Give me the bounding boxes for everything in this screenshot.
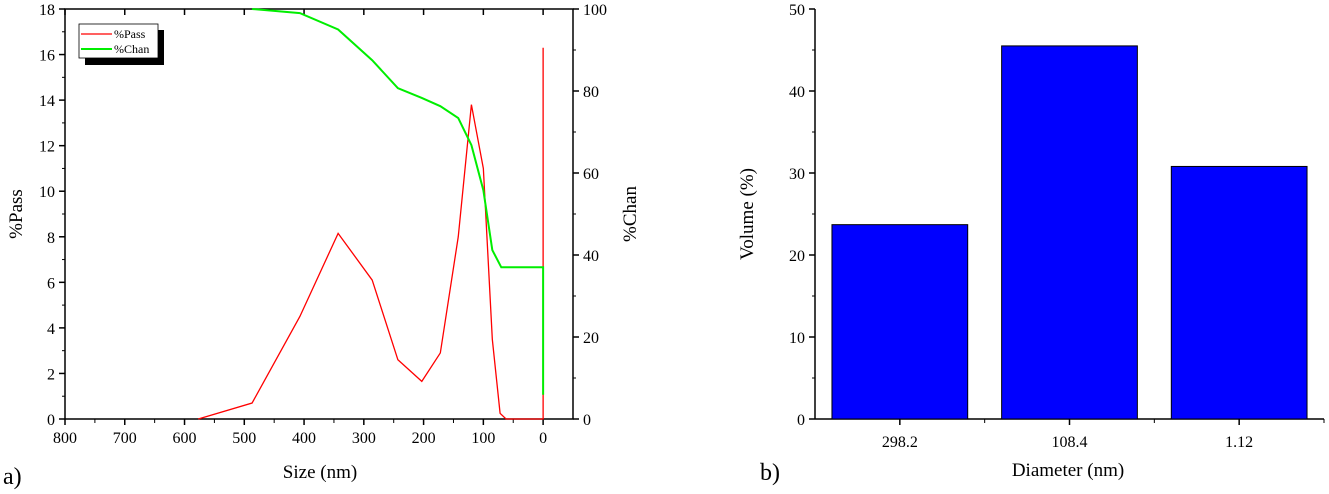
chart-b-volume-bars: 0 10 20 30 40 50 298.2 108.4 1.12 Diameter (nm) Vo… [737,2,1325,486]
panel-label: b) [760,460,780,486]
y-tick-label: 16 [39,48,55,65]
legend-label: %Chan [114,42,149,56]
x-tick-label: 298.2 [882,434,918,451]
y2-tick-label: 100 [583,2,607,19]
x-tick-label: 0 [539,430,547,447]
y-axis-label: %Pass [6,189,27,239]
legend-box [78,23,159,59]
plot-frame [64,8,574,420]
bar-1.12 [1170,165,1308,420]
y2-tick-label: 60 [583,166,599,183]
y-tick-label: 10 [39,184,55,201]
x-tick-label: 200 [412,430,436,447]
y-tick-label: 2 [47,366,55,383]
y-tick-label: 50 [789,2,805,19]
bar-298.2 [831,224,969,420]
x-tick-label: 100 [471,430,495,447]
series-line-pass [198,47,544,420]
y-tick-label: 14 [39,93,55,110]
y-tick-label: 18 [39,2,55,19]
series-line-chan [251,8,545,395]
y-axis-label: Volume (%) [737,168,758,260]
y2-tick-label: 0 [583,412,591,429]
y2-tick-label: 20 [583,330,599,347]
x-tick-label: 300 [352,430,376,447]
y-tick-label: 4 [47,321,55,338]
x-tick-label: 108.4 [1052,434,1088,451]
x-tick-label: 500 [232,430,256,447]
chart-a-size-distribution: 800 700 600 500 400 300 200 100 0024681012141618… [3,2,641,490]
y-tick-label: 12 [39,139,55,156]
panel-label: a) [3,464,22,490]
y2-tick-label: 40 [583,248,599,265]
x-axis-label: Size (nm) [283,462,357,483]
x-tick-label: 600 [173,430,197,447]
y-tick-label: 40 [789,84,805,101]
y-tick-label: 6 [47,275,55,292]
bar-108.4 [1001,45,1138,420]
legend-label: %Pass [114,27,146,41]
x-tick-label: 400 [292,430,316,447]
x-tick-label: 1.12 [1225,434,1253,451]
y2-axis-label: %Chan [620,186,641,242]
y-tick-label: 0 [47,412,55,429]
legend: %Pass%Chan [78,23,164,65]
y-tick-label: 30 [789,166,805,183]
x-tick-label: 800 [53,430,77,447]
y-tick-label: 20 [789,248,805,265]
y-tick-label: 10 [789,330,805,347]
x-axis-label: Diameter (nm) [1012,460,1124,481]
y2-tick-label: 80 [583,84,599,101]
y-tick-label: 8 [47,230,55,247]
y-tick-label: 0 [797,412,805,429]
x-tick-label: 700 [113,430,137,447]
